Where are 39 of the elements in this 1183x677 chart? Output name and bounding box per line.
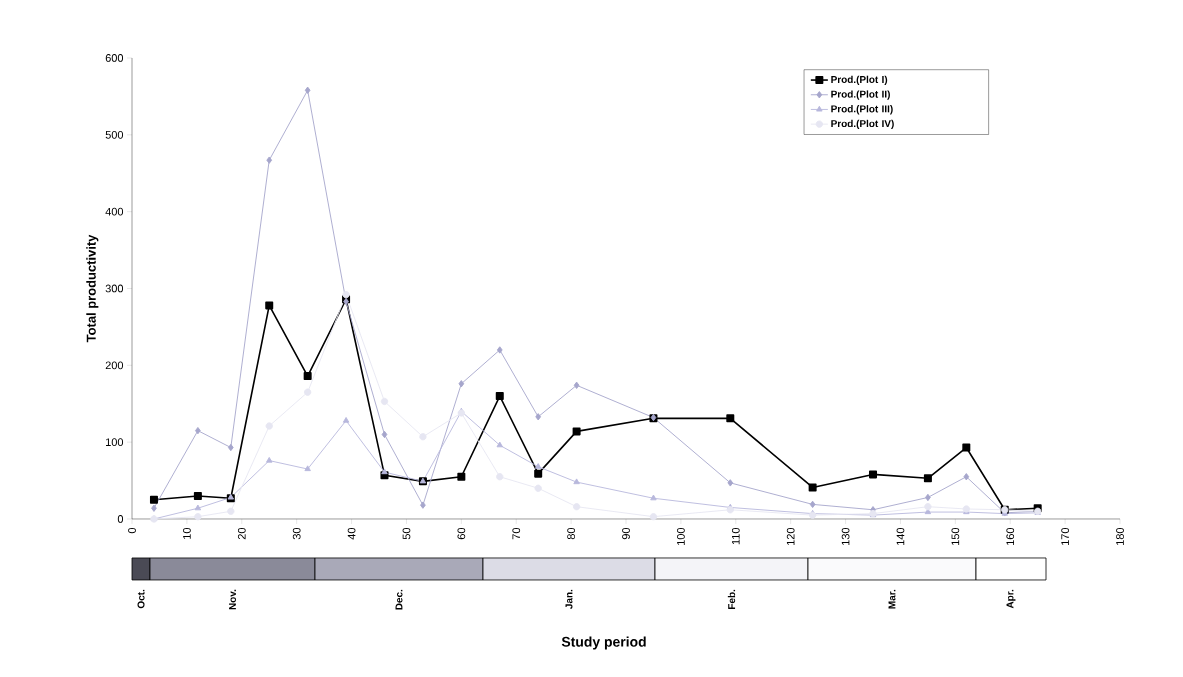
text: Mar. [888, 589, 896, 609]
text: Apr. [1006, 589, 1016, 609]
x-tick-label: 20 [237, 527, 246, 540]
x-tick-label: 40 [347, 527, 356, 540]
x-tick-label: 10 [183, 527, 191, 539]
text: Study period [561, 636, 646, 650]
x-tick-label: 80 [567, 527, 575, 540]
y-tick-label: 400 [105, 207, 124, 216]
x-tick-label: 140 [896, 527, 905, 545]
x-tick-label: 120 [786, 527, 795, 545]
legend-label: Prod.(Plot III) [831, 105, 893, 115]
y-tick-label: 600 [105, 54, 124, 62]
x-tick-label: 60 [457, 527, 466, 540]
text: Feb. [727, 589, 736, 609]
text: Dec. [395, 589, 403, 610]
y-tick-label: 300 [105, 284, 124, 293]
y-tick-label: 500 [105, 130, 124, 139]
x-tick-label: 50 [402, 527, 411, 540]
legend-label: Prod.(Plot II) [831, 90, 890, 100]
x-tick-label: 100 [677, 527, 685, 545]
x-tick-label: 0 [128, 527, 136, 534]
legend-label: Prod.(Plot I) [831, 75, 888, 85]
text: Jan. [565, 589, 573, 609]
legend-label: Prod.(Plot IV) [831, 119, 894, 130]
y-axis-title: Total productivity [86, 234, 99, 343]
x-tick-label: 90 [622, 527, 630, 540]
x-tick-label: 30 [292, 527, 301, 540]
y-tick-label: 0 [117, 515, 124, 523]
x-tick-label: 150 [951, 527, 960, 545]
x-tick-label: 70 [512, 527, 521, 540]
x-tick-label: 180 [1116, 527, 1124, 545]
y-tick-label: 200 [105, 361, 124, 370]
x-tick-label: 110 [731, 527, 740, 545]
x-tick-label: 130 [841, 527, 850, 545]
text: Nov. [229, 589, 236, 610]
x-tick-label: 170 [1061, 527, 1070, 545]
text: Oct. [137, 589, 145, 609]
y-tick-label: 100 [106, 438, 124, 447]
x-tick-label: 160 [1006, 527, 1015, 545]
